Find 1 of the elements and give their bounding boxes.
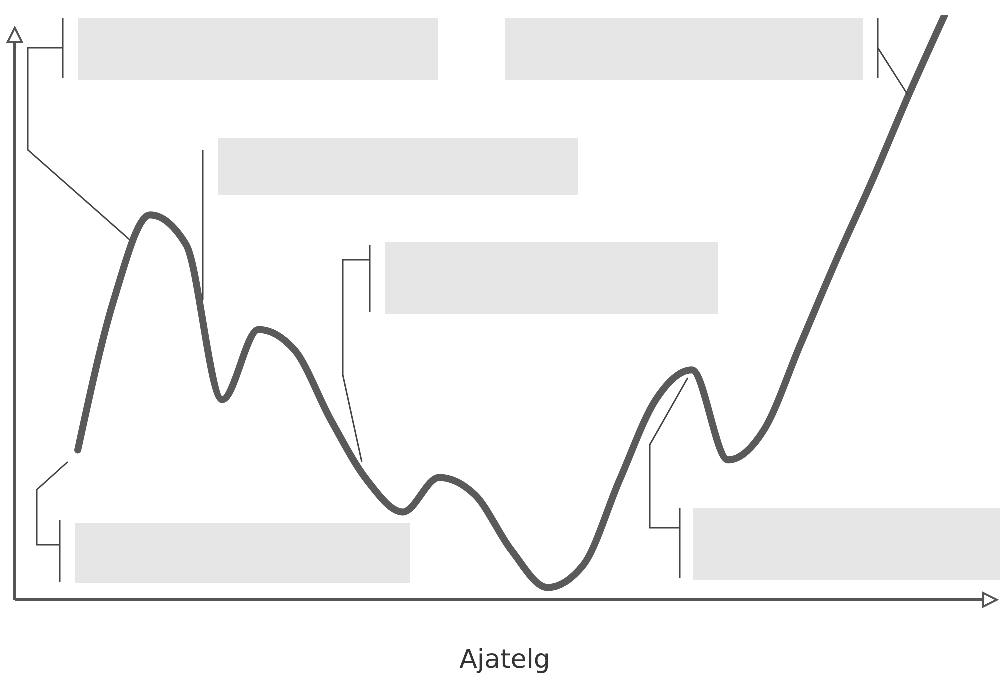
x-axis-title: Ajatelg [460, 645, 550, 675]
